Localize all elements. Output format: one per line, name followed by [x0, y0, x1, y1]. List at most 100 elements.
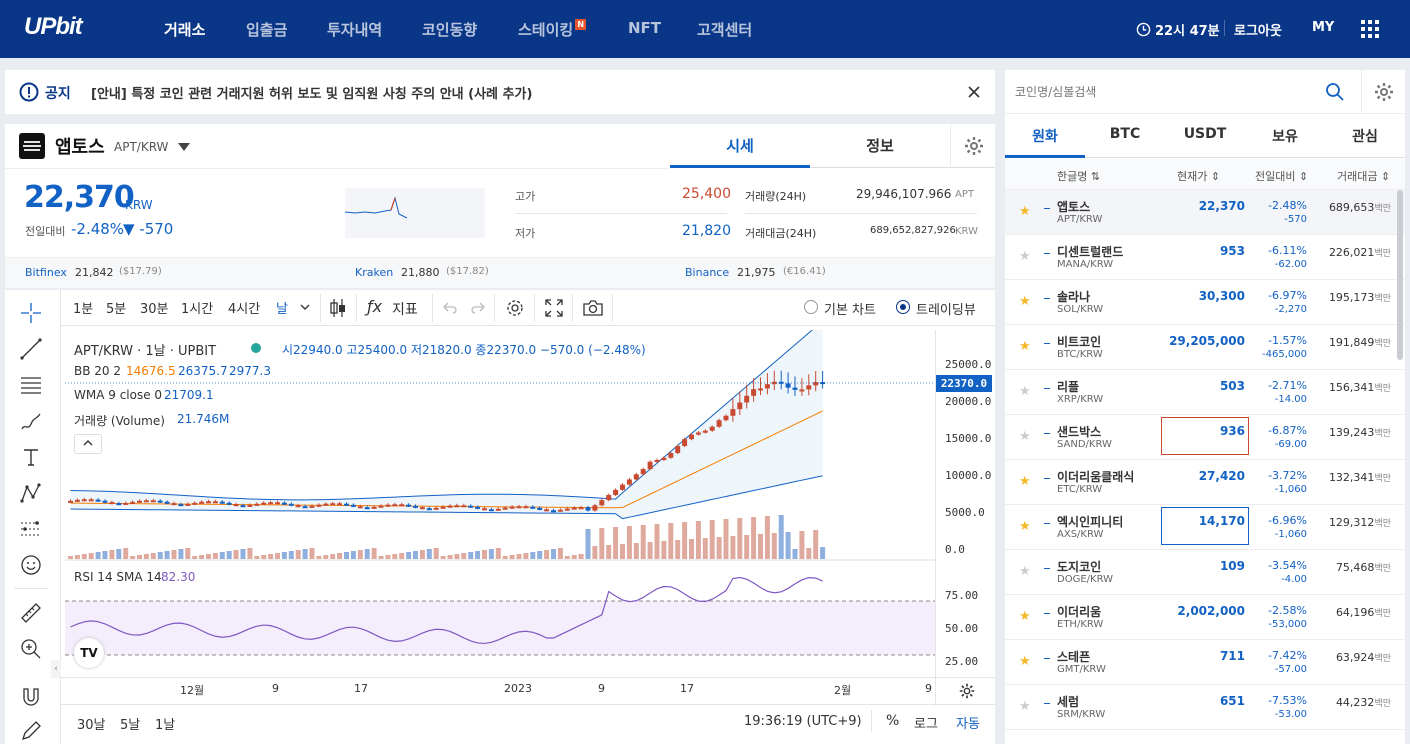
axis-settings-icon[interactable] — [958, 682, 976, 700]
range-5d[interactable]: 5날 — [120, 718, 141, 733]
volume-bar — [364, 549, 370, 559]
interval-5m[interactable]: 5분 — [106, 302, 127, 317]
nav-deposit[interactable]: 입출금 — [246, 21, 288, 39]
gear-icon[interactable] — [964, 136, 984, 156]
tab-info[interactable]: 정보 — [810, 124, 950, 168]
tab-krw[interactable]: 원화 — [1005, 114, 1085, 158]
coin-row[interactable]: ★ 비트코인 BTC/KRW 29,205,000 -1.57% -465,000 191,… — [1005, 325, 1405, 370]
tab-favorites[interactable]: 관심 — [1352, 129, 1378, 145]
scrollbar-thumb[interactable] — [1397, 190, 1403, 360]
collapse-legend-button[interactable] — [74, 434, 102, 454]
favorite-star-icon[interactable]: ★ — [1019, 294, 1031, 309]
favorite-star-icon[interactable]: ★ — [1019, 384, 1031, 399]
tab-btc[interactable]: BTC — [1109, 126, 1141, 142]
brush-tool[interactable] — [16, 408, 46, 434]
coin-row[interactable]: ★ 스테픈 GMT/KRW 711 -7.42% -57.00 63,924백만 — [1005, 640, 1405, 685]
trading-view-label[interactable]: 트레이딩뷰 — [916, 303, 976, 318]
interval-day[interactable]: 날 — [276, 302, 288, 317]
interval-4h[interactable]: 4시간 — [228, 302, 261, 317]
chevron-down-icon[interactable] — [300, 304, 310, 311]
favorite-star-icon[interactable]: ★ — [1019, 654, 1031, 669]
range-1d[interactable]: 1날 — [155, 718, 176, 733]
col-change[interactable]: 전일대비 ⇕ — [1255, 170, 1309, 183]
chart-settings-icon[interactable] — [505, 298, 525, 318]
favorite-star-icon[interactable]: ★ — [1019, 609, 1031, 624]
favorite-star-icon[interactable]: ★ — [1019, 564, 1031, 579]
fullscreen-icon[interactable] — [545, 299, 563, 317]
nav-customer-center[interactable]: 고객센터 — [697, 21, 753, 39]
tab-holdings[interactable]: 보유 — [1272, 129, 1298, 145]
col-name[interactable]: 한글명 ⇅ — [1057, 170, 1101, 183]
col-volume[interactable]: 거래대금 ⇕ — [1337, 170, 1391, 183]
pattern-tool[interactable] — [16, 480, 46, 506]
percent-toggle[interactable]: % — [886, 713, 900, 729]
coin-row[interactable]: ★ 이더리움클래식 ETC/KRW 27,420 -3.72% -1,060 132,341… — [1005, 460, 1405, 505]
candle-type-icon[interactable] — [328, 297, 348, 319]
tab-price[interactable]: 시세 — [670, 124, 810, 168]
nav-investments[interactable]: 투자내역 — [327, 21, 383, 39]
trend-line-tool[interactable] — [16, 336, 46, 362]
search-icon[interactable] — [1325, 82, 1345, 102]
my-page-link[interactable]: MY — [1312, 20, 1335, 35]
volume-bar — [185, 548, 191, 559]
coin-row[interactable]: ★ 이더리움 ETH/KRW 2,002,000 -2.58% -53,000 64,196… — [1005, 595, 1405, 640]
price-chart[interactable] — [65, 330, 935, 680]
ruler-tool[interactable] — [16, 600, 46, 626]
volume-bar — [88, 553, 94, 559]
indicator-icon[interactable]: ƒx — [367, 297, 383, 316]
search-input[interactable] — [1015, 78, 1315, 106]
basic-chart-radio[interactable] — [804, 300, 818, 314]
interval-1m[interactable]: 1분 — [73, 302, 94, 317]
nav-coin-trends[interactable]: 코인동향 — [422, 21, 478, 39]
favorite-star-icon[interactable]: ★ — [1019, 429, 1031, 444]
nav-staking[interactable]: 스테이킹 N — [518, 19, 587, 40]
favorite-star-icon[interactable]: ★ — [1019, 204, 1031, 219]
gear-icon[interactable] — [1374, 82, 1394, 102]
upbit-logo[interactable]: UPbit — [24, 13, 83, 40]
tab-usdt[interactable]: USDT — [1183, 126, 1227, 142]
favorite-star-icon[interactable]: ★ — [1019, 249, 1031, 264]
nav-exchange[interactable]: 거래소 — [164, 21, 206, 39]
range-30d[interactable]: 30날 — [77, 718, 106, 733]
crosshair-tool[interactable] — [16, 300, 46, 326]
close-icon[interactable] — [968, 86, 980, 98]
undo-icon[interactable] — [442, 301, 458, 315]
logout-link[interactable]: 로그아웃 — [1234, 24, 1282, 39]
candle-body — [130, 501, 136, 504]
horizontal-lines-tool[interactable] — [16, 372, 46, 398]
interval-30m[interactable]: 30분 — [140, 302, 169, 317]
coin-row[interactable]: ★ 앱토스 APT/KRW 22,370 -2.48% -570 689,653백만 — [1005, 190, 1405, 235]
coin-row[interactable]: ★ 도지코인 DOGE/KRW 109 -3.54% -4.00 75,468백만 — [1005, 550, 1405, 595]
nav-nft[interactable]: NFT — [628, 19, 662, 37]
favorite-star-icon[interactable]: ★ — [1019, 474, 1031, 489]
auto-toggle[interactable]: 자동 — [956, 717, 980, 732]
favorite-star-icon[interactable]: ★ — [1019, 519, 1031, 534]
panel-toggle[interactable]: ‹ — [51, 660, 61, 678]
camera-icon[interactable] — [582, 299, 604, 317]
magnet-tool[interactable] — [16, 684, 46, 710]
chevron-down-icon[interactable] — [178, 143, 190, 151]
coin-row[interactable]: ★ 솔라나 SOL/KRW 30,300 -6.97% -2,270 195,173백만 — [1005, 280, 1405, 325]
coin-row[interactable]: ★ 리플 XRP/KRW 503 -2.71% -14.00 156,341백만 — [1005, 370, 1405, 415]
trading-view-radio[interactable] — [896, 300, 910, 314]
notice-text[interactable]: [안내] 특정 코인 관련 거래지원 허위 보도 및 임직원 사칭 주의 안내 … — [91, 87, 533, 102]
prediction-tool[interactable] — [16, 516, 46, 542]
interval-1h[interactable]: 1시간 — [181, 302, 214, 317]
coin-row[interactable]: ★ 샌드박스 SAND/KRW 936 -6.87% -69.00 139,243백만 — [1005, 415, 1405, 460]
emoji-tool[interactable] — [16, 552, 46, 578]
tradingview-logo[interactable]: TV — [74, 638, 104, 668]
pencil-tool[interactable] — [16, 718, 46, 744]
zoom-tool[interactable] — [16, 636, 46, 662]
coin-row[interactable]: ★ 디센트럴랜드 MANA/KRW 953 -6.11% -62.00 226,021백만 — [1005, 235, 1405, 280]
coin-row[interactable]: ★ 세럼 SRM/KRW 651 -7.53% -53.00 44,232백만 — [1005, 685, 1405, 730]
indicator-button[interactable]: 지표 — [392, 302, 418, 318]
redo-icon[interactable] — [470, 301, 486, 315]
favorite-star-icon[interactable]: ★ — [1019, 339, 1031, 354]
basic-chart-label[interactable]: 기본 차트 — [824, 303, 876, 318]
log-toggle[interactable]: 로그 — [914, 717, 938, 732]
favorite-star-icon[interactable]: ★ — [1019, 699, 1031, 714]
col-price[interactable]: 현재가 ⇕ — [1177, 170, 1221, 183]
text-tool[interactable] — [16, 444, 46, 470]
apps-grid-icon[interactable] — [1361, 20, 1379, 38]
coin-row[interactable]: ★ 엑시인피니티 AXS/KRW 14,170 -6.96% -1,060 129,312백… — [1005, 505, 1405, 550]
